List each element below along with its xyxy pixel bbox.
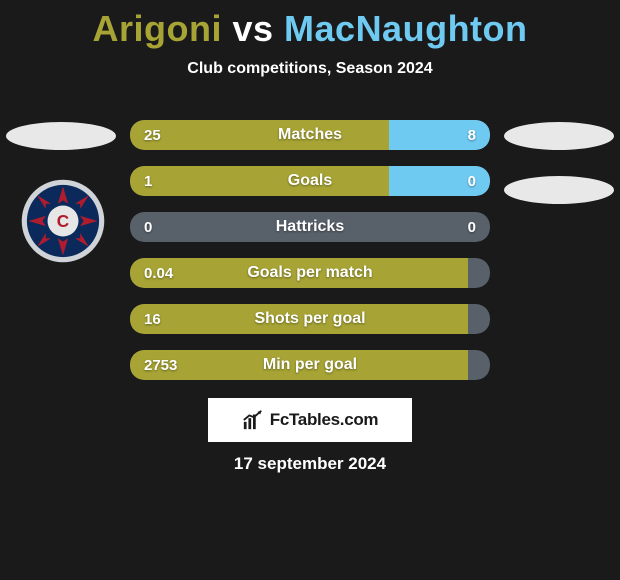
stat-row: 2753Min per goal <box>130 350 490 380</box>
stat-label: Min per goal <box>130 350 490 380</box>
stats-container: 258Matches 10Goals 00Hattricks 0.04Goals pe… <box>130 120 490 396</box>
stat-row: 0.04Goals per match <box>130 258 490 288</box>
player-left-name: Arigoni <box>92 8 221 49</box>
chart-icon <box>242 409 264 431</box>
stat-row: 00Hattricks <box>130 212 490 242</box>
attribution-text: FcTables.com <box>270 410 379 430</box>
club-badge-chicago-fire: C <box>20 178 106 264</box>
stat-row: 16Shots per goal <box>130 304 490 334</box>
attribution-box: FcTables.com <box>208 398 412 442</box>
stat-label: Goals per match <box>130 258 490 288</box>
stat-row: 258Matches <box>130 120 490 150</box>
badge-letter: C <box>57 211 69 231</box>
subtitle: Club competitions, Season 2024 <box>0 60 620 78</box>
stat-label: Goals <box>130 166 490 196</box>
right-badge-placeholder-2 <box>504 176 614 204</box>
stat-label: Shots per goal <box>130 304 490 334</box>
vs-text: vs <box>232 8 273 49</box>
comparison-title: Arigoni vs MacNaughton <box>0 0 620 50</box>
left-badge-placeholder <box>6 122 116 150</box>
player-right-name: MacNaughton <box>284 8 528 49</box>
stat-label: Matches <box>130 120 490 150</box>
right-badge-placeholder-1 <box>504 122 614 150</box>
club-badge-icon: C <box>20 178 106 264</box>
stat-label: Hattricks <box>130 212 490 242</box>
date-text: 17 september 2024 <box>0 454 620 474</box>
stat-row: 10Goals <box>130 166 490 196</box>
